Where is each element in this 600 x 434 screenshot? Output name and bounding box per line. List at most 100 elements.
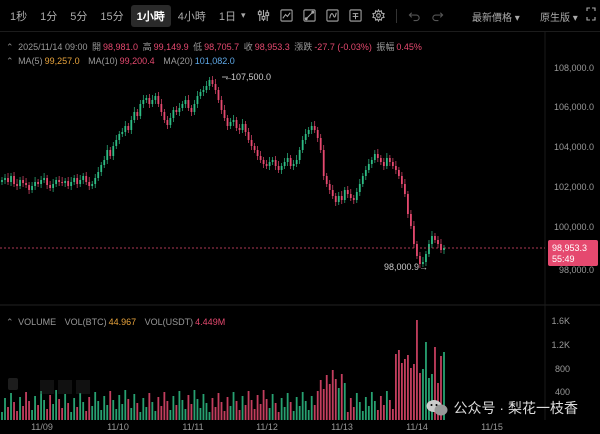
- chart-version-dropdown[interactable]: 原生版 ▾: [540, 9, 578, 24]
- candle-countdown: 55:49: [552, 254, 575, 264]
- volume-bar: [184, 409, 187, 420]
- candle: [205, 86, 208, 90]
- volume-bar: [298, 406, 301, 420]
- candle: [280, 166, 283, 170]
- volume-bar: [313, 405, 316, 420]
- date-tick-label: 11/10: [107, 422, 129, 432]
- volume-bar: [319, 380, 322, 420]
- volume-bar: [37, 405, 39, 420]
- candle: [379, 158, 382, 162]
- templates-icon[interactable]: [348, 9, 362, 22]
- amplitude-value: 0.45%: [396, 42, 422, 52]
- candle: [172, 110, 175, 118]
- volume-bar: [70, 412, 73, 420]
- candle: [10, 176, 12, 182]
- timeframe-1s[interactable]: 1秒: [10, 10, 28, 23]
- volume-bar: [46, 409, 49, 420]
- candle: [88, 182, 91, 186]
- volume-bar: [31, 410, 33, 420]
- candle: [256, 150, 259, 156]
- candle: [265, 164, 268, 166]
- candle: [391, 162, 394, 166]
- ma20-label: MA(20): [163, 56, 193, 66]
- volume-bar: [163, 392, 166, 420]
- volume-bar: [1, 412, 3, 420]
- volume-bar: [361, 411, 364, 420]
- okx-logo-watermark: [8, 378, 90, 394]
- timeframe-5m[interactable]: 5分: [70, 10, 88, 23]
- ma5-label: MA(5): [18, 56, 43, 66]
- volume-tick-label: 1.6K: [551, 316, 570, 326]
- timeframe-1m[interactable]: 1分: [40, 10, 58, 23]
- timeframe-1h[interactable]: 1小時: [130, 4, 171, 27]
- timeframe-dropdown-icon[interactable]: ▾: [241, 10, 246, 20]
- timeframe-15m[interactable]: 15分: [100, 10, 124, 23]
- candle: [175, 110, 178, 112]
- watermark-text: 公众号 · 梨花一枝香: [453, 400, 578, 416]
- volume-label: VOLUME: [18, 317, 57, 327]
- volume-bar: [109, 391, 112, 420]
- candle: [211, 80, 214, 84]
- candle: [292, 164, 295, 166]
- price-type-dropdown[interactable]: 最新價格 ▾: [472, 9, 520, 24]
- candle: [422, 262, 424, 264]
- candle: [94, 178, 97, 184]
- fullscreen-icon[interactable]: [586, 7, 596, 21]
- drawing-tools-icon[interactable]: [302, 9, 316, 22]
- volume-bar: [76, 407, 79, 420]
- candle: [31, 186, 33, 190]
- collapse-icon[interactable]: ⌃: [6, 317, 14, 327]
- candle: [136, 112, 139, 116]
- volume-bar: [52, 404, 55, 420]
- volume-bar: [142, 398, 145, 420]
- volume-bar: [232, 392, 235, 420]
- high-marker-value: 107,500.0: [231, 72, 271, 82]
- volume-bar: [280, 398, 283, 420]
- collapse-icon[interactable]: ⌃: [6, 56, 14, 66]
- volume-bar: [49, 395, 52, 420]
- candle: [220, 100, 223, 110]
- chevron-down-icon: ▾: [514, 13, 520, 24]
- undo-icon[interactable]: [408, 9, 421, 22]
- candle: [97, 172, 100, 178]
- timeframe-4h[interactable]: 4小時: [177, 10, 206, 23]
- volume-bar: [410, 368, 412, 420]
- volume-bar: [157, 397, 160, 420]
- candle: [202, 90, 205, 92]
- current-price-value: 98,953.3: [552, 243, 587, 253]
- collapse-icon[interactable]: ⌃: [6, 42, 14, 52]
- candle: [367, 164, 370, 170]
- candle: [370, 160, 373, 164]
- volume-bar: [343, 383, 346, 420]
- volume-bar: [199, 408, 202, 420]
- candle: [7, 178, 9, 182]
- volume-bar: [127, 399, 130, 420]
- volume-bar: [241, 396, 244, 420]
- candle: [181, 104, 184, 108]
- volume-bar: [79, 393, 82, 420]
- date-tick-label: 11/11: [182, 422, 203, 432]
- timeframe-1d[interactable]: 1日: [218, 10, 236, 23]
- candle: [416, 244, 418, 256]
- volume-bar: [73, 398, 76, 420]
- vol-btc-label: VOL(BTC): [64, 317, 107, 327]
- volume-bar: [238, 410, 241, 420]
- candle: [25, 183, 27, 185]
- indicators-icon[interactable]: [325, 9, 339, 22]
- redo-icon[interactable]: [431, 9, 444, 22]
- volume-bar: [244, 405, 247, 420]
- chevron-down-icon: ▾: [572, 13, 578, 24]
- vol-usdt-label: VOL(USDT): [144, 317, 194, 327]
- gear-icon[interactable]: [371, 9, 385, 22]
- chart-type-icon[interactable]: [279, 9, 293, 22]
- volume-bar: [67, 403, 70, 420]
- candle: [196, 96, 199, 104]
- candle: [235, 120, 238, 128]
- volume-bar: [19, 397, 21, 420]
- volume-bar: [25, 392, 27, 420]
- candle: [407, 194, 409, 214]
- volume-tick-label: 400: [555, 387, 570, 397]
- indicator-settings-icon[interactable]: [257, 9, 270, 22]
- candle: [334, 196, 337, 202]
- vol-usdt-value: 4.449M: [195, 317, 226, 327]
